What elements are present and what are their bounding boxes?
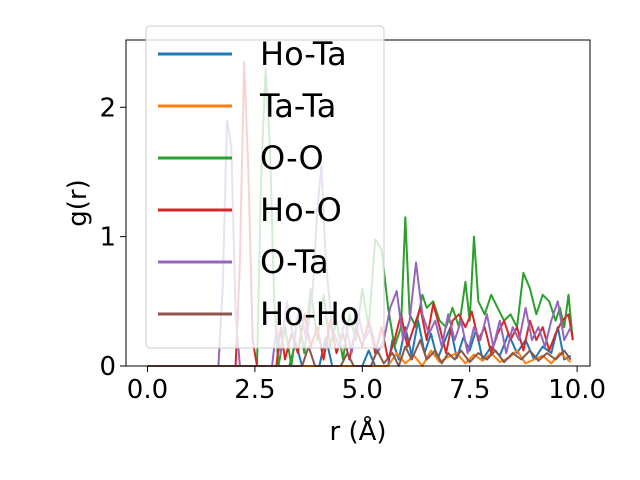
series-line-ho-ho: [147, 339, 572, 367]
series-line-ho-o: [147, 61, 574, 367]
legend-label-ho-ho: Ho-Ho: [260, 295, 359, 333]
x-tick-label: 7.5: [449, 375, 490, 405]
x-axis-label: r (Å): [329, 415, 386, 447]
y-axis-label: g(r): [63, 179, 93, 226]
y-tick-label: 2: [99, 93, 116, 123]
legend-label-ho-o: Ho-O: [260, 191, 342, 229]
x-tick-label: 2.5: [234, 375, 275, 405]
x-axis-ticks: 0.0 2.5 5.0 7.5 10.0: [127, 366, 606, 405]
y-tick-label: 0: [99, 352, 116, 382]
x-tick-label: 5.0: [342, 375, 383, 405]
x-tick-label: 10.0: [548, 375, 606, 405]
legend-label-o-ta: O-Ta: [260, 243, 329, 281]
legend-label-ho-ta: Ho-Ta: [260, 35, 347, 73]
legend: Ho-Ta Ta-Ta O-O Ho-O O-Ta Ho-Ho: [145, 25, 385, 349]
x-tick-label: 0.0: [127, 375, 168, 405]
legend-label-ta-ta: Ta-Ta: [259, 87, 336, 125]
legend-label-o-o: O-O: [260, 139, 324, 177]
y-axis-ticks: 0 1 2: [99, 93, 126, 382]
legend-items: Ho-Ta Ta-Ta O-O Ho-O O-Ta Ho-Ho: [158, 35, 359, 333]
y-tick-label: 1: [99, 223, 116, 253]
